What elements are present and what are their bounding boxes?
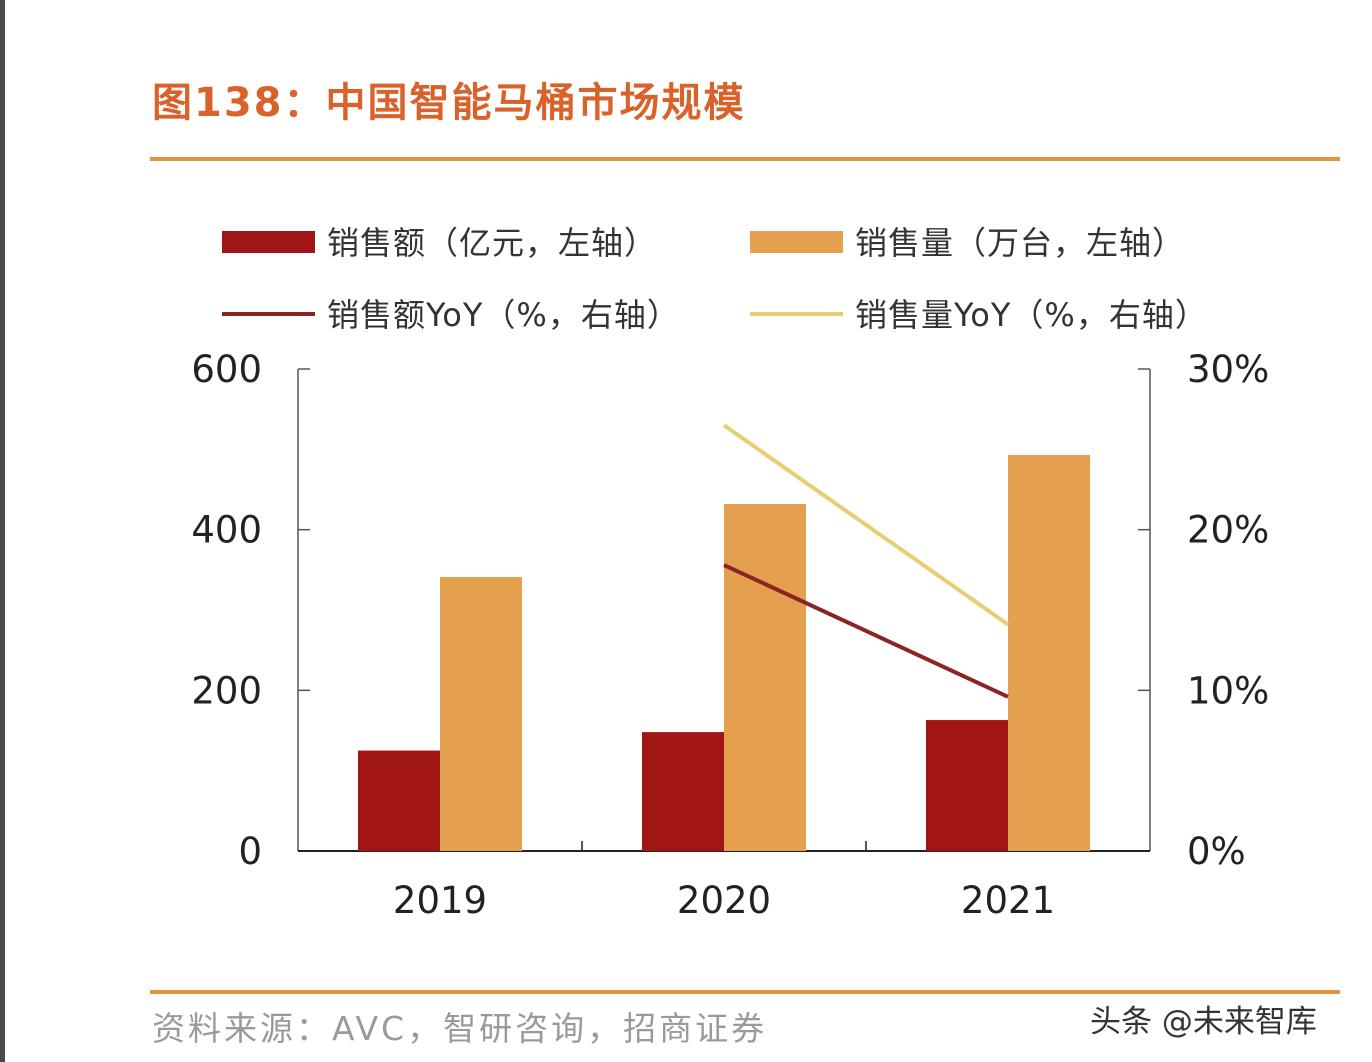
x-axis-tick-label: 2021 xyxy=(961,879,1055,922)
legend: 销售额（亿元，左轴） 销售量（万台，左轴） 销售额YoY（%，右轴） 销售量YoY（%… xyxy=(222,224,1208,334)
bar-sales-amount xyxy=(358,750,440,851)
legend-swatch xyxy=(750,231,843,253)
left-axis-tick-label: 600 xyxy=(191,348,262,391)
source-note: 资料来源：AVC，智研咨询，招商证券 xyxy=(152,1009,768,1048)
x-axis-tick-label: 2019 xyxy=(393,879,487,922)
legend-swatch xyxy=(222,231,315,253)
watermark: 头条 @未来智库 xyxy=(1090,1004,1317,1040)
left-axis-tick-label: 200 xyxy=(191,669,262,712)
bottom-rule xyxy=(150,990,1340,994)
right-axis-tick-label: 30% xyxy=(1187,348,1269,391)
figure-title: 图138：中国智能马桶市场规模 xyxy=(152,80,746,126)
line-sales-volume-yoy xyxy=(722,423,1010,627)
line-sales-amount-yoy xyxy=(723,563,1009,699)
bar-sales-amount xyxy=(926,720,1008,851)
legend-label: 销售量YoY（%，右轴） xyxy=(855,296,1208,334)
bar-sales-volume xyxy=(440,577,522,851)
bar-sales-volume xyxy=(1008,454,1090,851)
x-axis-tick-label: 2020 xyxy=(677,879,771,922)
right-axis-tick-label: 10% xyxy=(1187,669,1269,712)
legend-label: 销售额（亿元，左轴） xyxy=(327,224,657,262)
right-axis-tick-label: 20% xyxy=(1187,509,1269,552)
left-axis-tick-label: 0 xyxy=(238,830,262,873)
bars xyxy=(358,454,1090,851)
legend-label: 销售额YoY（%，右轴） xyxy=(327,296,680,334)
left-axis-tick-label: 400 xyxy=(191,509,262,552)
bar-sales-amount xyxy=(642,732,724,851)
top-rule xyxy=(150,157,1340,161)
right-axis-tick-label: 0% xyxy=(1187,830,1246,873)
legend-label: 销售量（万台，左轴） xyxy=(855,224,1185,262)
bar-sales-volume xyxy=(724,503,806,851)
lines xyxy=(722,423,1010,699)
left-edge-bar xyxy=(0,0,5,1062)
